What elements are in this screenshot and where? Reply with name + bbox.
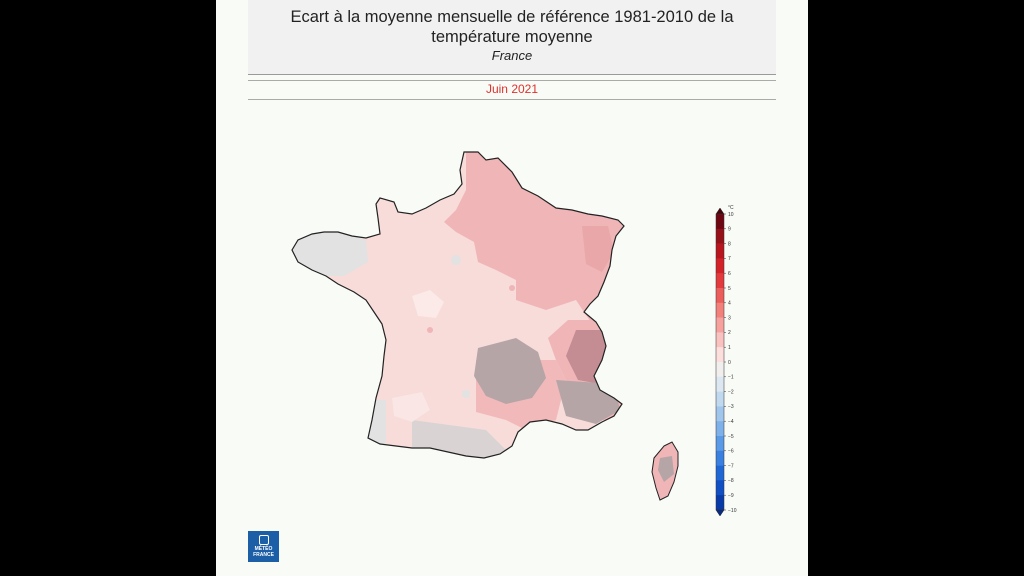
colorbar-tick-label: −4 — [728, 419, 734, 425]
colorbar-tick-label: 7 — [728, 256, 731, 262]
map-region: France — [491, 48, 533, 63]
warm-spot — [427, 327, 433, 333]
colorbar-max-arrow — [715, 207, 725, 215]
divider — [248, 80, 776, 81]
colorbar-segment — [716, 406, 724, 422]
colorbar-tick-label: −9 — [728, 493, 734, 499]
colorbar-tick-label: 10 — [728, 212, 734, 218]
colorbar-tick-label: −7 — [728, 463, 734, 469]
colorbar-segment — [716, 450, 724, 466]
colorbar-tick-label: 9 — [728, 227, 731, 233]
colorbar-min-arrow — [715, 509, 725, 517]
logo-text-line2: FRANCE — [253, 551, 274, 558]
colorbar-segment — [716, 347, 724, 363]
colorbar-segment — [716, 421, 724, 437]
cool-zone-landes — [356, 400, 386, 458]
colorbar-segment — [716, 288, 724, 304]
light-zone-aquitaine — [392, 392, 430, 422]
colorbar-tick-label: 3 — [728, 315, 731, 321]
colorbar-segment — [716, 436, 724, 452]
colorbar-segment — [716, 362, 724, 378]
relief-vosges — [582, 226, 614, 272]
relief-massif-central — [474, 338, 546, 404]
map-title-line2: température moyenne — [431, 28, 593, 46]
colorbar-segment — [716, 258, 724, 274]
map-fill — [292, 152, 624, 458]
colorbar-tick-label: −8 — [728, 478, 734, 484]
colorbar-tick-label: 2 — [728, 330, 731, 336]
logo-text-line1: MÉTÉO — [254, 546, 273, 552]
corsica-relief — [658, 456, 674, 482]
colorbar-segment — [716, 302, 724, 318]
colorbar-segment — [716, 376, 724, 392]
colorbar-tick-label: 0 — [728, 360, 731, 366]
colorbar-segment — [716, 495, 724, 511]
colorbar-tick-label: 5 — [728, 286, 731, 292]
colorbar-segment — [716, 391, 724, 407]
figure-panel: Ecart à la moyenne mensuelle de référenc… — [216, 0, 808, 576]
divider — [248, 99, 776, 100]
colorbar-segment — [716, 465, 724, 481]
colorbar-tick-label: −6 — [728, 449, 734, 455]
colorbar-segment — [716, 317, 724, 333]
colorbar-tick-label: −5 — [728, 434, 734, 440]
colorbar-segment — [716, 332, 724, 348]
cool-spot — [462, 390, 470, 398]
colorbar-segment — [716, 214, 724, 230]
colorbar-segment — [716, 273, 724, 289]
cool-spot — [451, 255, 461, 265]
colorbar-tick-label: −2 — [728, 389, 734, 395]
colorbar-tick-label: 1 — [728, 345, 731, 351]
colorbar-segment — [716, 228, 724, 244]
colorbar-segment — [716, 243, 724, 259]
meteo-france-logo: MÉTÉO FRANCE — [248, 531, 279, 562]
colorbar-tick-label: 8 — [728, 241, 731, 247]
period-label: Juin 2021 — [485, 82, 539, 96]
colorbar-unit: °C — [728, 205, 734, 211]
colorbar-segment — [716, 480, 724, 496]
colorbar-tick-label: 4 — [728, 301, 731, 307]
title-box: Ecart à la moyenne mensuelle de référenc… — [248, 0, 776, 75]
colorbar-tick-label: 6 — [728, 271, 731, 277]
colorbar-tick-label: −3 — [728, 404, 734, 410]
map-title-line1: Ecart à la moyenne mensuelle de référenc… — [290, 8, 734, 26]
logo-mark-icon — [258, 535, 269, 545]
colorbar-tick-label: −10 — [728, 508, 737, 514]
colorbar-tick-label: −1 — [728, 375, 734, 381]
warm-spot — [509, 285, 515, 291]
france-outline — [291, 151, 625, 459]
light-zone-centre — [412, 290, 444, 318]
